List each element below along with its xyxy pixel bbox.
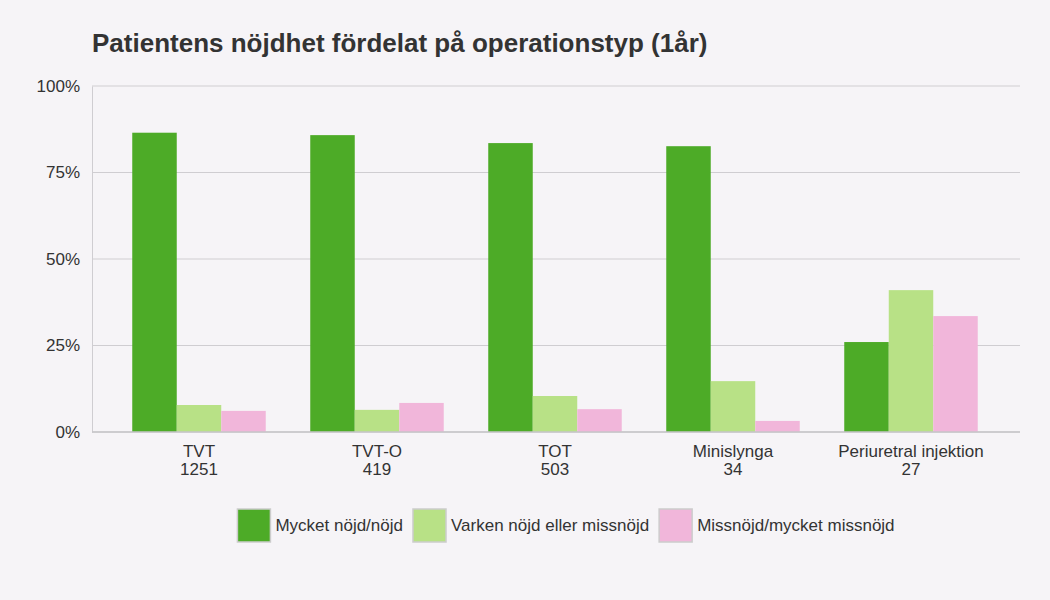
y-tick: 100% <box>37 77 92 96</box>
y-tick-label: 75% <box>46 163 80 182</box>
y-axis-line <box>92 87 93 433</box>
bar <box>488 143 533 432</box>
bar <box>933 316 978 432</box>
y-tick: 25% <box>46 336 92 355</box>
grid-line <box>92 258 1020 259</box>
x-tick-label: Minislynga <box>693 442 774 461</box>
grid-line <box>92 85 1020 86</box>
x-tick-label: Periuretral injektion <box>838 442 984 461</box>
y-tick-label: 25% <box>46 336 80 355</box>
background <box>0 0 1050 600</box>
x-tick: Minislynga34 <box>693 432 774 479</box>
legend-label: Varken nöjd eller missnöjd <box>451 516 649 535</box>
x-tick: Periuretral injektion27 <box>838 432 984 479</box>
chart: Patientens nöjdhet fördelat på operation… <box>0 0 1050 600</box>
legend-swatch <box>237 509 270 542</box>
y-tick-label: 100% <box>37 77 80 96</box>
y-tick: 50% <box>46 250 92 269</box>
bar-series <box>177 290 934 432</box>
legend-swatch <box>413 509 446 542</box>
grid-line <box>92 172 1020 173</box>
legend-item: Varken nöjd eller missnöjd <box>413 509 649 542</box>
x-tick-count: 503 <box>541 460 569 479</box>
x-tick-label: TOT <box>538 442 572 461</box>
x-tick: TOT503 <box>538 432 572 479</box>
x-tick-label: TVT-O <box>352 442 402 461</box>
bar-series <box>221 316 978 432</box>
bar <box>533 396 578 432</box>
x-tick-count: 27 <box>902 460 921 479</box>
bar <box>355 410 400 432</box>
bar <box>132 133 177 432</box>
bars <box>132 133 978 432</box>
y-tick: 75% <box>46 163 92 182</box>
x-tick-count: 1251 <box>180 460 218 479</box>
legend-label: Mycket nöjd/nöjd <box>275 516 403 535</box>
x-tick: TVT-O419 <box>352 432 402 479</box>
y-tick-label: 0% <box>55 423 80 442</box>
legend-item: Mycket nöjd/nöjd <box>237 509 403 542</box>
bar <box>399 403 444 432</box>
bar <box>577 409 622 432</box>
bar <box>177 405 222 432</box>
y-axis: 0% 25% 50% 75% 100% <box>37 77 93 442</box>
x-axis-line <box>92 431 1020 433</box>
y-tick: 0% <box>55 423 92 442</box>
bar <box>889 290 934 432</box>
legend: Mycket nöjd/nöjd Varken nöjd eller missnö… <box>237 509 894 542</box>
grid <box>92 86 1020 432</box>
legend-swatch <box>659 509 692 542</box>
bar <box>755 421 800 432</box>
bar <box>221 411 266 432</box>
x-tick: TVT1251 <box>180 432 218 479</box>
legend-item: Missnöjd/mycket missnöjd <box>659 509 894 542</box>
bar <box>711 381 756 432</box>
x-tick-count: 419 <box>363 460 391 479</box>
y-tick-label: 50% <box>46 250 80 269</box>
bar <box>844 342 889 432</box>
grid-line <box>92 431 1020 432</box>
title: Patientens nöjdhet fördelat på operation… <box>92 28 707 58</box>
x-axis: TVT1251 TVT-O419 TOT503 Minislynga34 Periure… <box>92 432 1020 479</box>
bar <box>666 146 711 432</box>
x-tick-count: 34 <box>724 460 743 479</box>
x-tick-label: TVT <box>183 442 215 461</box>
bar-series <box>132 133 889 432</box>
legend-label: Missnöjd/mycket missnöjd <box>697 516 894 535</box>
bar <box>310 135 355 432</box>
